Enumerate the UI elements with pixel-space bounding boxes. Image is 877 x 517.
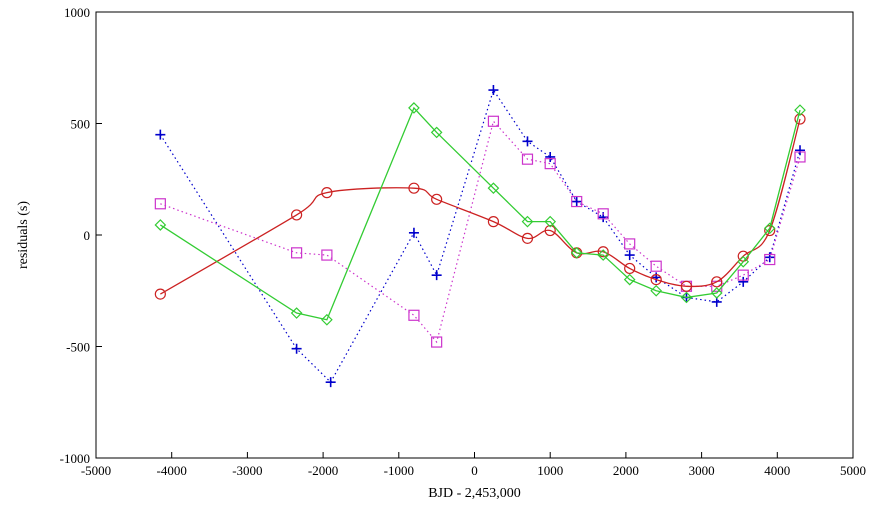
data-point-plus bbox=[738, 276, 749, 287]
data-point-circle bbox=[431, 193, 443, 205]
y-tick-label: -500 bbox=[66, 340, 90, 355]
data-point-diamond bbox=[521, 215, 534, 228]
y-tick-label: 1000 bbox=[64, 5, 90, 20]
data-point-square bbox=[431, 336, 443, 348]
data-point-square bbox=[291, 247, 303, 259]
x-tick-label: 0 bbox=[471, 463, 478, 478]
series-line-circle bbox=[160, 118, 801, 295]
data-point-plus bbox=[431, 270, 442, 281]
data-point-circle bbox=[321, 187, 333, 199]
data-point-diamond bbox=[680, 291, 693, 304]
data-point-square bbox=[521, 153, 534, 165]
data-point-square bbox=[737, 269, 749, 281]
data-point-plus bbox=[408, 227, 419, 238]
data-point-diamond bbox=[154, 219, 167, 231]
data-point-plus bbox=[155, 129, 166, 140]
data-point-plus bbox=[795, 145, 806, 156]
x-tick-label: -1000 bbox=[384, 463, 414, 478]
plot-frame bbox=[95, 11, 854, 459]
x-tick-label: 4000 bbox=[764, 463, 790, 478]
y-tick-label: 0 bbox=[84, 228, 91, 243]
data-point-square bbox=[487, 115, 500, 127]
data-point-square bbox=[571, 195, 583, 208]
data-point-square bbox=[794, 151, 806, 163]
data-point-circle bbox=[794, 113, 806, 125]
data-point-circle bbox=[597, 246, 609, 258]
data-point-plus bbox=[488, 85, 499, 96]
y-tick-label: 500 bbox=[71, 117, 91, 132]
data-point-square bbox=[764, 253, 776, 266]
x-tick-label: 5000 bbox=[840, 463, 866, 478]
data-point-diamond bbox=[570, 246, 583, 259]
data-point-square bbox=[544, 158, 556, 170]
data-point-plus bbox=[291, 343, 302, 354]
data-point-diamond bbox=[737, 255, 750, 268]
axis-ticks: -5000 -4000 -3000 -2000 -1000 0 1000 2000 3000 40… bbox=[60, 5, 866, 478]
data-point-diamond bbox=[794, 104, 806, 116]
data-point-diamond bbox=[763, 222, 776, 235]
data-point-circle bbox=[154, 288, 166, 300]
x-tick-label: 2000 bbox=[613, 463, 639, 478]
y-tick-label: -1000 bbox=[60, 451, 90, 466]
series-circle bbox=[154, 113, 806, 300]
data-point-diamond bbox=[597, 249, 610, 261]
data-point-square bbox=[624, 238, 636, 250]
series-plus bbox=[155, 85, 806, 388]
data-point-circle bbox=[487, 216, 500, 228]
data-point-square bbox=[408, 309, 420, 321]
data-point-diamond bbox=[321, 313, 333, 326]
data-point-plus bbox=[545, 151, 556, 162]
series-line-diamond bbox=[159, 106, 801, 321]
data-point-circle bbox=[680, 280, 693, 292]
series-diamond bbox=[154, 102, 806, 326]
x-tick-label: -4000 bbox=[157, 463, 187, 478]
data-point-plus bbox=[522, 136, 533, 147]
series-line-square bbox=[160, 120, 801, 344]
data-point-circle bbox=[408, 182, 420, 194]
data-point-plus bbox=[325, 377, 336, 388]
data-point-circle bbox=[764, 224, 776, 237]
data-point-circle bbox=[624, 262, 636, 275]
x-tick-label: -5000 bbox=[81, 463, 111, 478]
data-point-circle bbox=[650, 274, 662, 286]
data-point-circle bbox=[521, 232, 534, 244]
series-line-plus bbox=[159, 88, 801, 384]
data-point-plus bbox=[624, 250, 635, 261]
data-point-square bbox=[154, 198, 166, 210]
data-point-square bbox=[650, 260, 662, 272]
series-layer bbox=[154, 85, 806, 388]
x-tick-label: -3000 bbox=[232, 463, 262, 478]
data-point-circle bbox=[711, 276, 723, 288]
x-tick-label: -2000 bbox=[308, 463, 338, 478]
data-point-diamond bbox=[290, 307, 303, 319]
data-point-diamond bbox=[710, 287, 723, 299]
data-point-circle bbox=[291, 209, 303, 221]
series-square bbox=[154, 115, 806, 348]
x-tick-label: 1000 bbox=[537, 463, 563, 478]
data-point-diamond bbox=[544, 215, 557, 228]
data-point-diamond bbox=[487, 182, 500, 195]
x-tick-label: 3000 bbox=[689, 463, 715, 478]
data-point-diamond bbox=[623, 273, 636, 286]
data-point-square bbox=[321, 249, 333, 261]
x-axis-label: BJD - 2,453,000 bbox=[428, 486, 521, 501]
data-point-diamond bbox=[430, 126, 443, 139]
data-point-plus bbox=[571, 196, 582, 207]
data-point-diamond bbox=[650, 284, 663, 297]
data-point-diamond bbox=[408, 102, 420, 114]
data-point-circle bbox=[544, 224, 556, 237]
y-axis-label: residuals (s) bbox=[16, 201, 31, 269]
data-point-square bbox=[597, 208, 609, 220]
